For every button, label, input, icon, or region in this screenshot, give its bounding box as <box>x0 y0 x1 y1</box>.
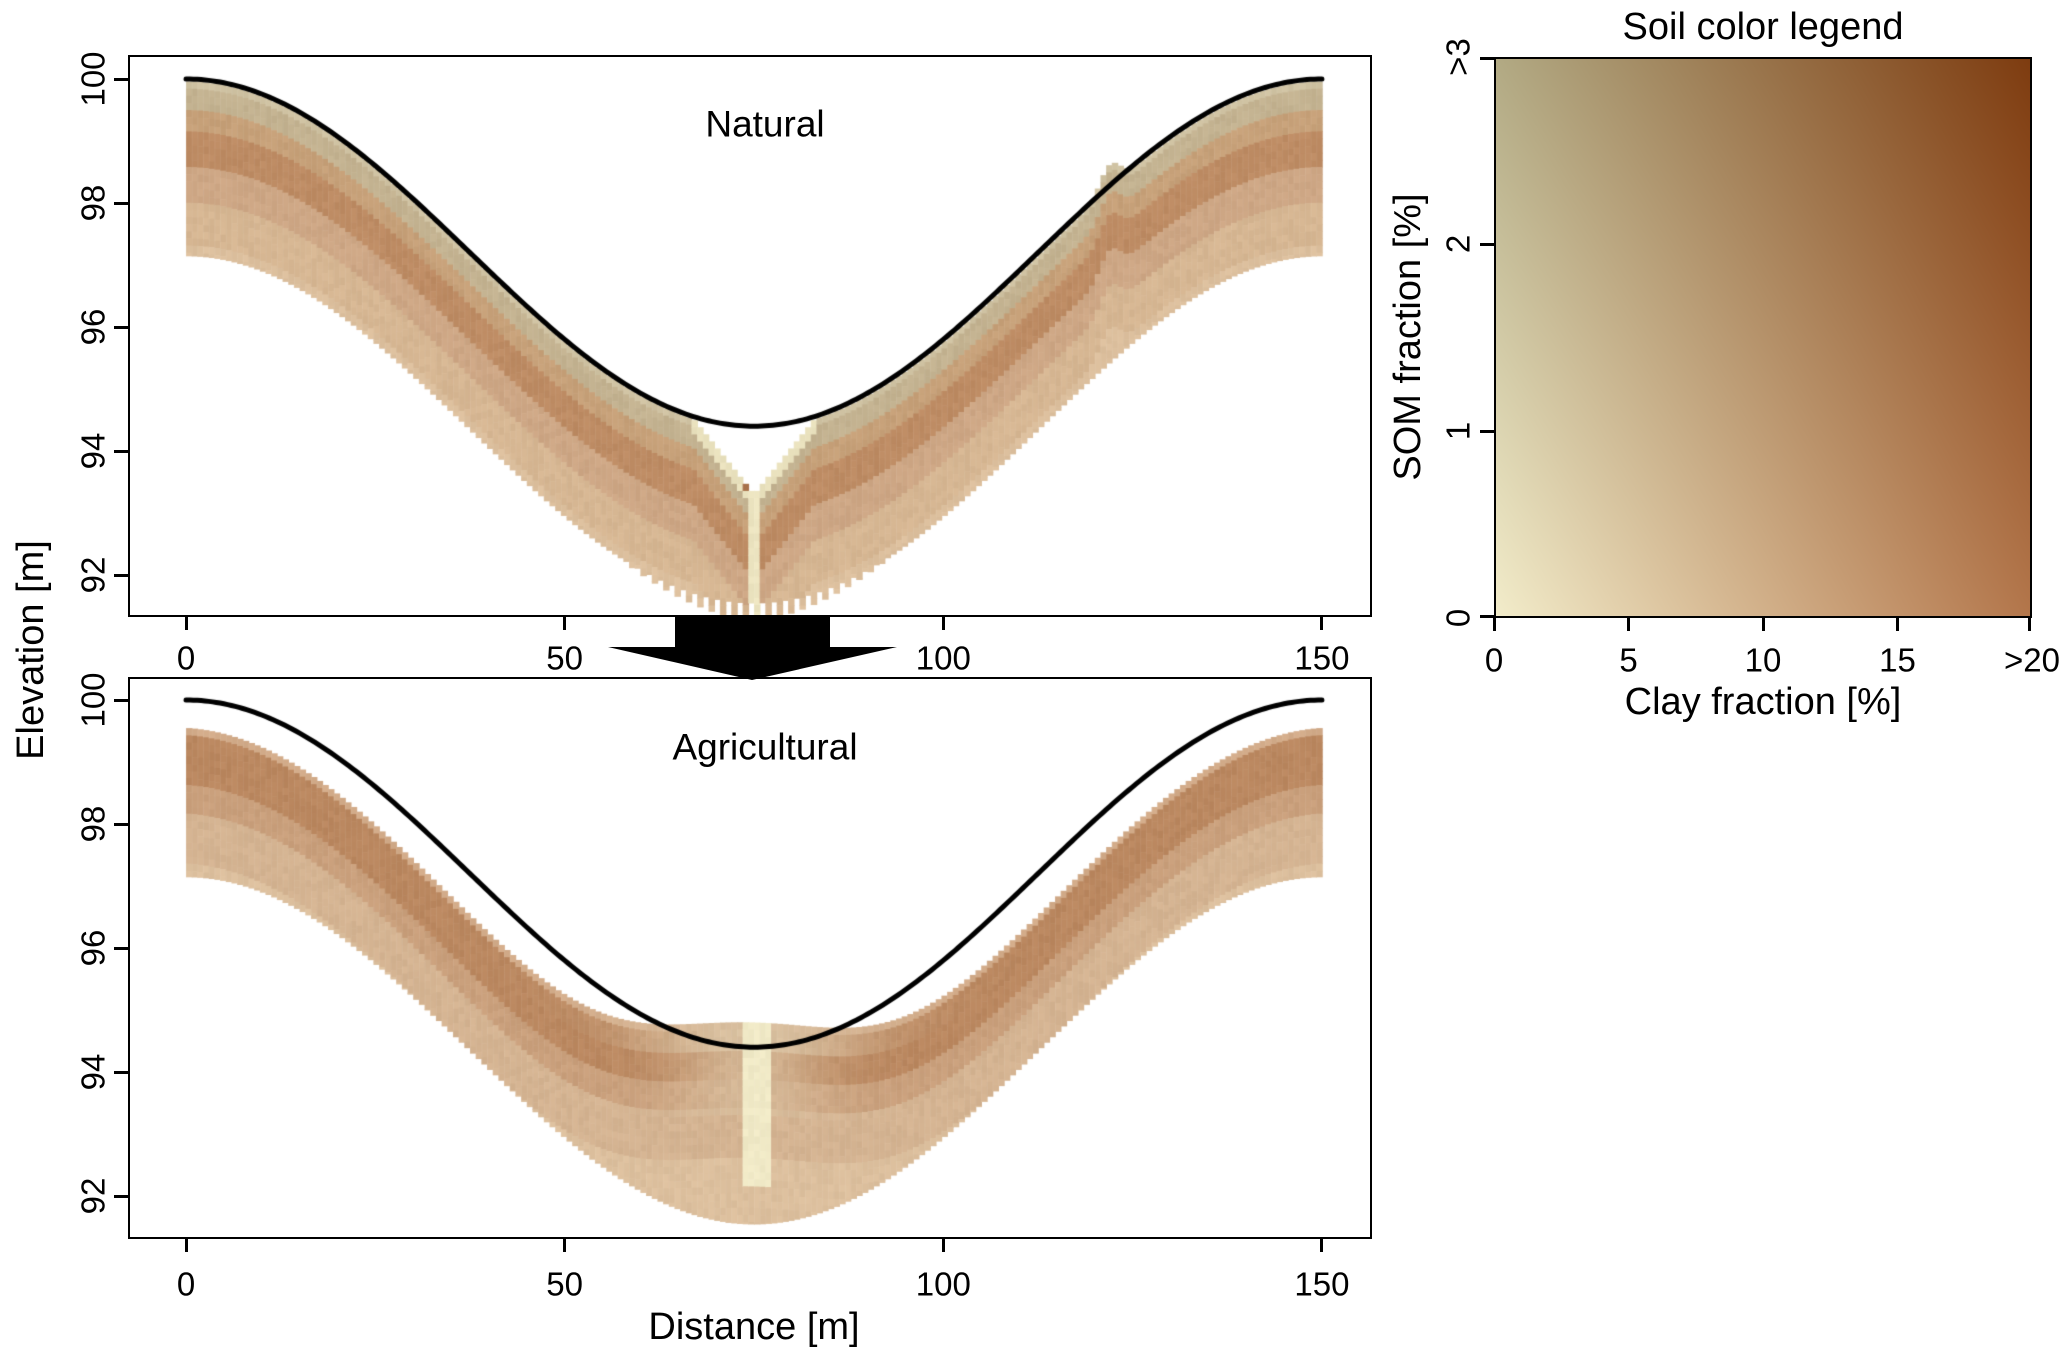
panel-natural <box>128 55 1372 617</box>
x-tick-label-bottom-50: 50 <box>546 1265 583 1303</box>
y-tick-natural-94 <box>114 449 128 453</box>
legend-x-tick-10 <box>1761 618 1765 631</box>
x-tick-agricultural-150 <box>1320 1239 1324 1252</box>
agricultural-soil-profile-canvas <box>130 679 1370 1237</box>
panel-label-agricultural: Agricultural <box>672 726 858 768</box>
y-tick-agricultural-100 <box>114 698 128 702</box>
y-tick-label-natural-100: 100 <box>74 51 112 107</box>
x-tick-label-top-50: 50 <box>546 639 583 677</box>
x-tick-label-top-0: 0 <box>176 639 196 677</box>
x-tick-natural-150 <box>1320 617 1324 630</box>
legend-x-tick-label->20: >20 <box>2004 641 2060 679</box>
soil-color-legend-gradient <box>1496 59 2030 616</box>
natural-soil-profile-canvas <box>130 57 1370 615</box>
panel-label-natural: Natural <box>705 103 825 145</box>
x-tick-label-top-100: 100 <box>915 639 971 677</box>
legend-x-tick-label-10: 10 <box>1744 641 1782 679</box>
y-tick-label-natural-94: 94 <box>74 432 112 470</box>
legend-y-tick-2 <box>1480 242 1494 246</box>
x-axis-label: Distance [m] <box>648 1306 860 1348</box>
y-tick-agricultural-92 <box>114 1194 128 1198</box>
y-tick-natural-100 <box>114 77 128 81</box>
y-tick-label-natural-98: 98 <box>74 184 112 222</box>
legend-x-tick-label-0: 0 <box>1484 641 1504 679</box>
y-tick-label-agricultural-100: 100 <box>74 672 112 728</box>
soil-color-legend <box>1494 57 2032 618</box>
y-tick-agricultural-98 <box>114 822 128 826</box>
legend-y-tick-label-2: 2 <box>1439 234 1477 254</box>
y-axis-label: Elevation [m] <box>10 540 52 760</box>
legend-x-axis-label: Clay fraction [%] <box>1624 681 1902 723</box>
legend-x-tick-label-15: 15 <box>1879 641 1916 679</box>
panel-agricultural <box>128 677 1372 1239</box>
x-tick-agricultural-100 <box>941 1239 945 1252</box>
legend-y-axis-label: SOM fraction [%] <box>1387 193 1429 481</box>
legend-y-tick-0 <box>1480 615 1494 618</box>
legend-y-tick-label->3: >3 <box>1439 38 1477 76</box>
x-tick-natural-100 <box>941 617 945 630</box>
x-tick-natural-0 <box>184 617 188 630</box>
down-arrow-icon <box>608 615 897 680</box>
x-tick-label-bottom-0: 0 <box>176 1265 196 1303</box>
y-tick-label-agricultural-92: 92 <box>74 1177 112 1215</box>
y-tick-natural-98 <box>114 201 128 205</box>
y-tick-agricultural-96 <box>114 946 128 950</box>
legend-x-tick-0 <box>1492 618 1496 631</box>
legend-y-tick-label-1: 1 <box>1439 421 1477 441</box>
legend-x-tick-5 <box>1627 618 1630 631</box>
x-tick-label-bottom-150: 150 <box>1294 1265 1350 1303</box>
legend-y-tick-label-0: 0 <box>1439 608 1477 628</box>
y-tick-label-natural-92: 92 <box>74 556 112 594</box>
x-tick-label-bottom-100: 100 <box>915 1265 971 1303</box>
y-tick-natural-96 <box>114 325 128 329</box>
y-tick-natural-92 <box>114 573 128 577</box>
x-tick-agricultural-50 <box>563 1239 567 1252</box>
x-tick-label-top-150: 150 <box>1294 639 1350 677</box>
legend-x-tick->20 <box>2027 618 2031 631</box>
y-tick-label-agricultural-96: 96 <box>74 929 112 967</box>
x-tick-natural-50 <box>563 617 567 630</box>
legend-title: Soil color legend <box>1622 6 1904 48</box>
legend-x-tick-15 <box>1896 618 1899 631</box>
x-tick-agricultural-0 <box>184 1239 188 1252</box>
y-tick-agricultural-94 <box>114 1070 128 1074</box>
y-tick-label-agricultural-98: 98 <box>74 805 112 843</box>
legend-y-tick-1 <box>1480 429 1494 433</box>
y-tick-label-agricultural-94: 94 <box>74 1053 112 1091</box>
legend-y-tick->3 <box>1480 57 1494 60</box>
y-tick-label-natural-96: 96 <box>74 308 112 346</box>
legend-x-tick-label-5: 5 <box>1619 641 1638 679</box>
